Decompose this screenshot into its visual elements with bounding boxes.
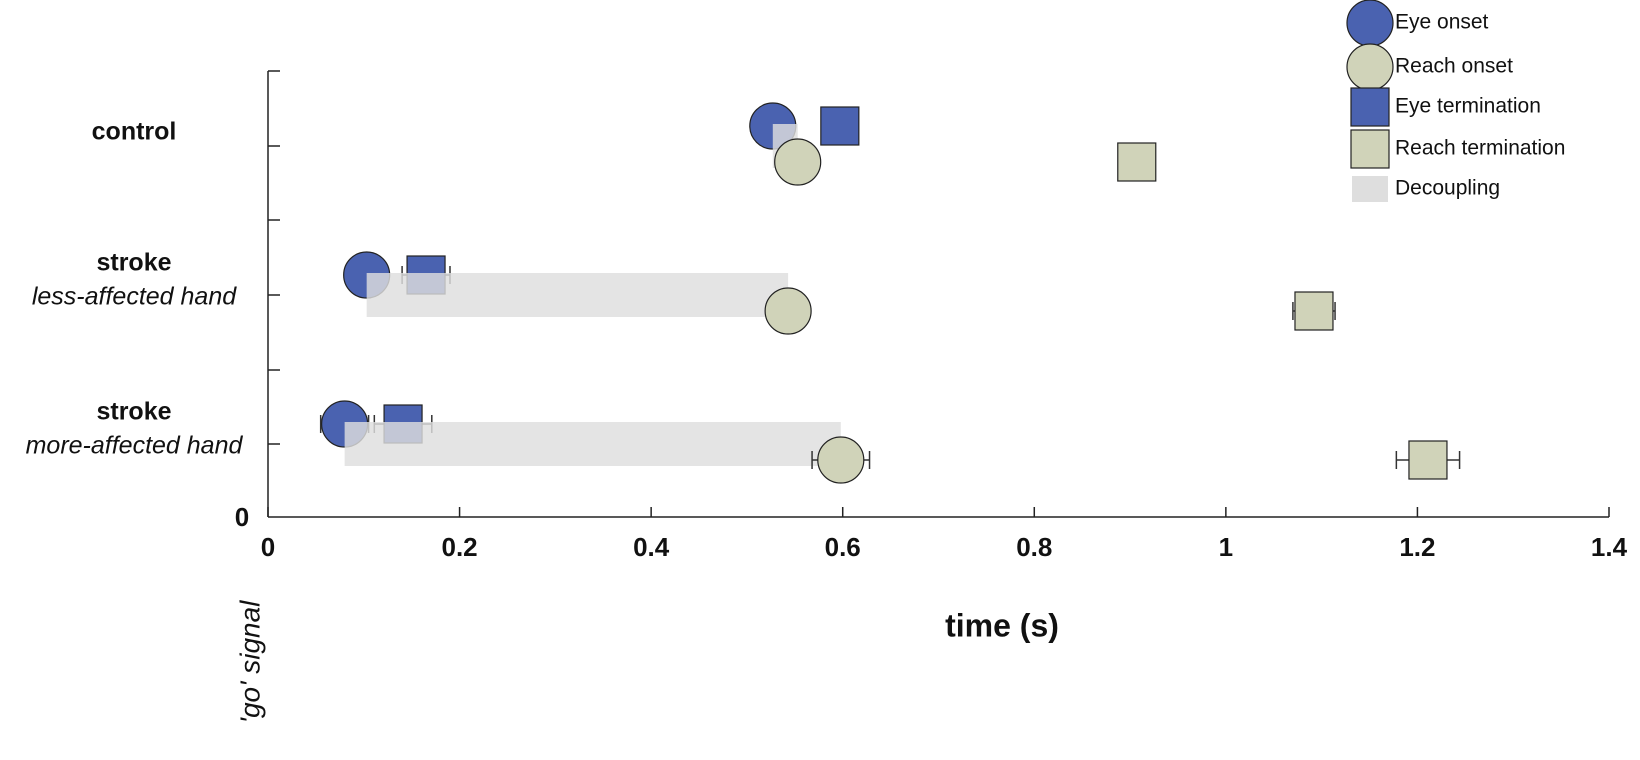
legend-marker (1346, 0, 1394, 47)
legend-marker (1350, 87, 1390, 127)
x-tick-label: 0.8 (1016, 532, 1052, 562)
data-point (1294, 291, 1334, 331)
legend-label: Reach termination (1395, 137, 1565, 160)
decoupling-bar (344, 422, 841, 466)
data-point (1117, 142, 1157, 182)
legend-label: Reach onset (1395, 55, 1513, 78)
legend-marker (1352, 176, 1388, 202)
x-tick-label: 1.2 (1399, 532, 1435, 562)
group-label: stroke (96, 398, 171, 426)
decoupling-bar (366, 273, 789, 317)
data-point (764, 287, 812, 335)
data-point (1408, 440, 1448, 480)
legend-label: Eye onset (1395, 11, 1489, 34)
data-point (774, 138, 822, 186)
x-tick-label: 1.4 (1591, 532, 1628, 562)
y-tick-label: 0 (235, 502, 249, 532)
group-label: stroke (96, 249, 171, 277)
group-label: less-affected hand (32, 283, 237, 311)
x-tick-label: 0.4 (633, 532, 670, 562)
annotation: 'go' signal (234, 600, 265, 724)
x-tick-label: 0 (261, 532, 275, 562)
group-label: control (92, 118, 177, 146)
data-point (820, 106, 860, 146)
group-label: more-affected hand (26, 432, 244, 460)
x-tick-label: 0.2 (441, 532, 477, 562)
x-tick-label: 0.6 (825, 532, 861, 562)
legend-marker (1346, 43, 1394, 91)
x-tick-label: 1 (1219, 532, 1233, 562)
data-point (817, 436, 865, 484)
legend-label: Decoupling (1395, 177, 1500, 200)
legend-label: Eye termination (1395, 95, 1541, 118)
legend-marker (1350, 129, 1390, 169)
x-axis-label: time (s) (945, 607, 1059, 643)
